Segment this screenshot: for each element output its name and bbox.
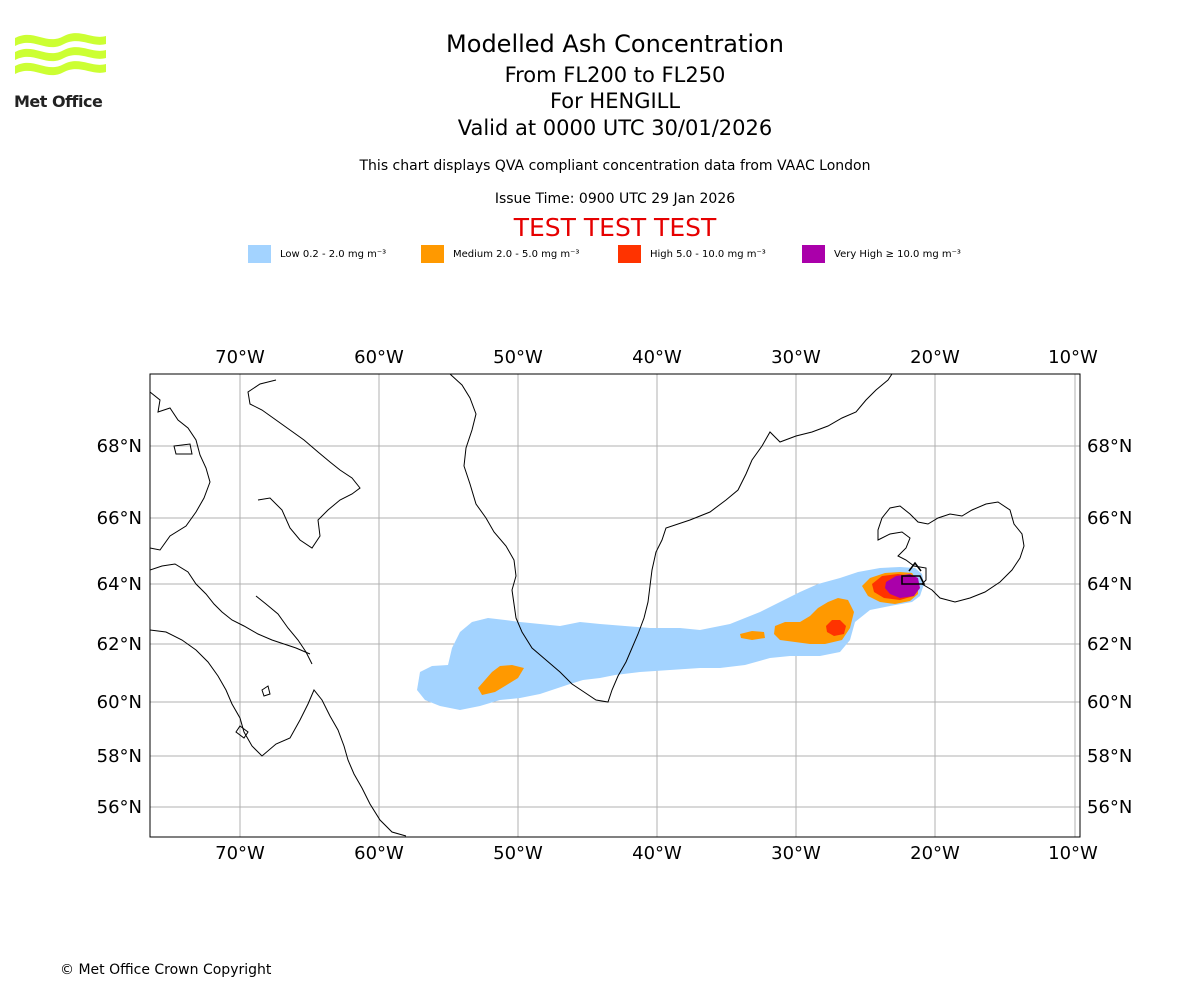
lon-tick: 30°W: [771, 843, 821, 864]
legend-label-high: High 5.0 - 10.0 mg m⁻³: [650, 248, 766, 260]
lat-tick: 64°N: [1087, 574, 1132, 595]
lon-tick: 70°W: [215, 843, 265, 864]
lat-tick: 64°N: [97, 574, 142, 595]
lat-tick: 60°N: [1087, 692, 1132, 713]
lon-tick: 60°W: [354, 347, 404, 368]
chart-description: This chart displays QVA compliant concen…: [359, 158, 871, 174]
legend-swatch-high: [618, 245, 641, 263]
lon-tick: 50°W: [493, 347, 543, 368]
legend-label-medium: Medium 2.0 - 5.0 mg m⁻³: [453, 248, 580, 260]
longitude-ticks-bottom: 70°W 60°W 50°W 40°W 30°W 20°W 10°W: [215, 843, 1098, 864]
lon-tick: 30°W: [771, 347, 821, 368]
test-banner: TEST TEST TEST: [513, 213, 717, 242]
lon-tick: 20°W: [910, 347, 960, 368]
lon-tick: 40°W: [632, 843, 682, 864]
lat-tick: 68°N: [97, 436, 142, 457]
legend-item-medium: Medium 2.0 - 5.0 mg m⁻³: [421, 245, 579, 263]
volcano-marker-icon: [908, 561, 922, 572]
lat-tick: 66°N: [1087, 508, 1132, 529]
met-office-logo-text: Met Office: [14, 92, 103, 111]
lon-tick: 20°W: [910, 843, 960, 864]
met-office-logo: [15, 33, 106, 76]
lon-tick: 50°W: [493, 843, 543, 864]
legend-swatch-medium: [421, 245, 444, 263]
issue-time: Issue Time: 0900 UTC 29 Jan 2026: [494, 191, 736, 207]
ash-region-high-central: [826, 620, 846, 636]
legend-swatch-low: [248, 245, 271, 263]
ash-region-medium-fleck: [740, 631, 765, 640]
lon-tick: 40°W: [632, 347, 682, 368]
lon-tick: 60°W: [354, 843, 404, 864]
lat-tick: 56°N: [97, 797, 142, 818]
legend-swatch-very-high: [802, 245, 825, 263]
lon-tick: 10°W: [1048, 843, 1098, 864]
lon-tick: 70°W: [215, 347, 265, 368]
legend-item-high: High 5.0 - 10.0 mg m⁻³: [618, 245, 766, 263]
lat-tick: 58°N: [97, 746, 142, 767]
coastlines: [150, 374, 1025, 837]
legend-label-very-high: Very High ≥ 10.0 mg m⁻³: [834, 248, 961, 260]
map-gridlines: [150, 374, 1080, 837]
volcano-name: For HENGILL: [549, 89, 681, 113]
ash-region-medium-west: [478, 665, 524, 695]
latitude-ticks-left: 68°N 66°N 64°N 62°N 60°N 58°N 56°N: [97, 436, 142, 818]
lat-tick: 56°N: [1087, 797, 1132, 818]
map-frame: [149, 373, 1081, 838]
valid-time: Valid at 0000 UTC 30/01/2026: [457, 116, 773, 140]
legend-label-low: Low 0.2 - 2.0 mg m⁻³: [280, 248, 387, 260]
legend-item-very-high: Very High ≥ 10.0 mg m⁻³: [802, 245, 961, 263]
lon-tick: 10°W: [1048, 347, 1098, 368]
lat-tick: 62°N: [1087, 634, 1132, 655]
ash-region-very-high: [885, 574, 920, 598]
ash-map: 70°W 60°W 50°W 40°W 30°W 20°W 10°W 70°W …: [97, 347, 1133, 864]
ash-region-low: [417, 567, 924, 710]
longitude-ticks-top: 70°W 60°W 50°W 40°W 30°W 20°W 10°W: [215, 347, 1098, 368]
latitude-ticks-right: 68°N 66°N 64°N 62°N 60°N 58°N 56°N: [1087, 436, 1132, 818]
chart-title: Modelled Ash Concentration: [446, 30, 784, 58]
flight-level-range: From FL200 to FL250: [504, 63, 726, 87]
lat-tick: 68°N: [1087, 436, 1132, 457]
lat-tick: 66°N: [97, 508, 142, 529]
copyright-notice: © Met Office Crown Copyright: [60, 962, 272, 978]
legend-item-low: Low 0.2 - 2.0 mg m⁻³: [248, 245, 386, 263]
lat-tick: 58°N: [1087, 746, 1132, 767]
lat-tick: 62°N: [97, 634, 142, 655]
lat-tick: 60°N: [97, 692, 142, 713]
